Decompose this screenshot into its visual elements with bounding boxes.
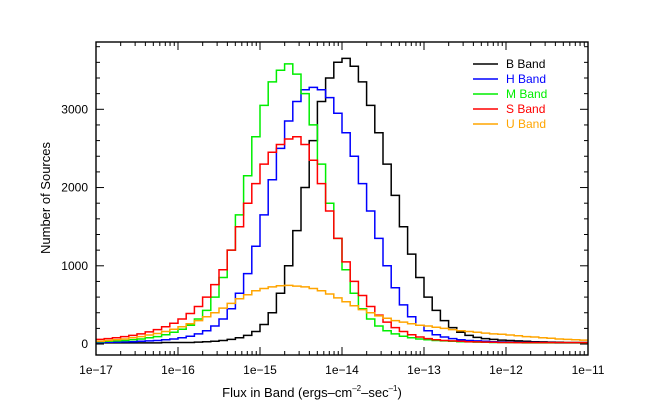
- x-axis-label-main: Flux in Band (ergs–cm: [222, 385, 352, 400]
- series-line-s-band: [96, 135, 588, 344]
- legend-label: S Band: [506, 102, 545, 116]
- legend-item: M Band: [473, 87, 547, 101]
- x-tick-label: 1e−14: [325, 363, 359, 377]
- x-tick-label: 1e−11: [572, 363, 605, 377]
- y-tick-labels: 0 1000 2000 3000: [61, 102, 88, 351]
- legend-label: U Band: [506, 117, 546, 131]
- x-axis-label-sup1: –2: [352, 384, 361, 393]
- legend-label: B Band: [506, 57, 545, 71]
- x-axis-label-mid: –sec: [361, 385, 389, 400]
- x-tick-label: 1e−15: [243, 363, 277, 377]
- y-axis-label: Number of Sources: [38, 142, 53, 254]
- y-tick-label: 0: [81, 337, 88, 351]
- series-layer: [96, 57, 588, 344]
- legend-item: U Band: [473, 117, 546, 131]
- legend-item: H Band: [473, 72, 546, 86]
- x-tick-labels: 1e−17 1e−16 1e−15 1e−14 1e−13 1e−12 1e−11: [79, 363, 605, 377]
- legend-item: B Band: [473, 57, 545, 71]
- x-tick-label: 1e−13: [407, 363, 441, 377]
- y-tick-label: 3000: [61, 102, 88, 116]
- y-tick-label: 1000: [61, 259, 88, 273]
- legend-label: H Band: [506, 72, 546, 86]
- x-axis-label: Flux in Band (ergs–cm–2–sec–1): [222, 384, 402, 400]
- legend-label: M Band: [506, 87, 547, 101]
- x-tick-label: 1e−17: [79, 363, 113, 377]
- x-tick-label: 1e−12: [489, 363, 523, 377]
- series-line-u-band: [96, 284, 588, 343]
- series-line-b-band: [96, 57, 588, 344]
- x-tick-label: 1e−16: [161, 363, 195, 377]
- x-axis-label-sup2: –1: [389, 384, 398, 393]
- axis-ticks: [95, 42, 589, 355]
- legend-item: S Band: [473, 102, 545, 116]
- series-line-h-band: [96, 86, 588, 344]
- x-axis-label-close: ): [398, 385, 402, 400]
- y-tick-label: 2000: [61, 181, 88, 195]
